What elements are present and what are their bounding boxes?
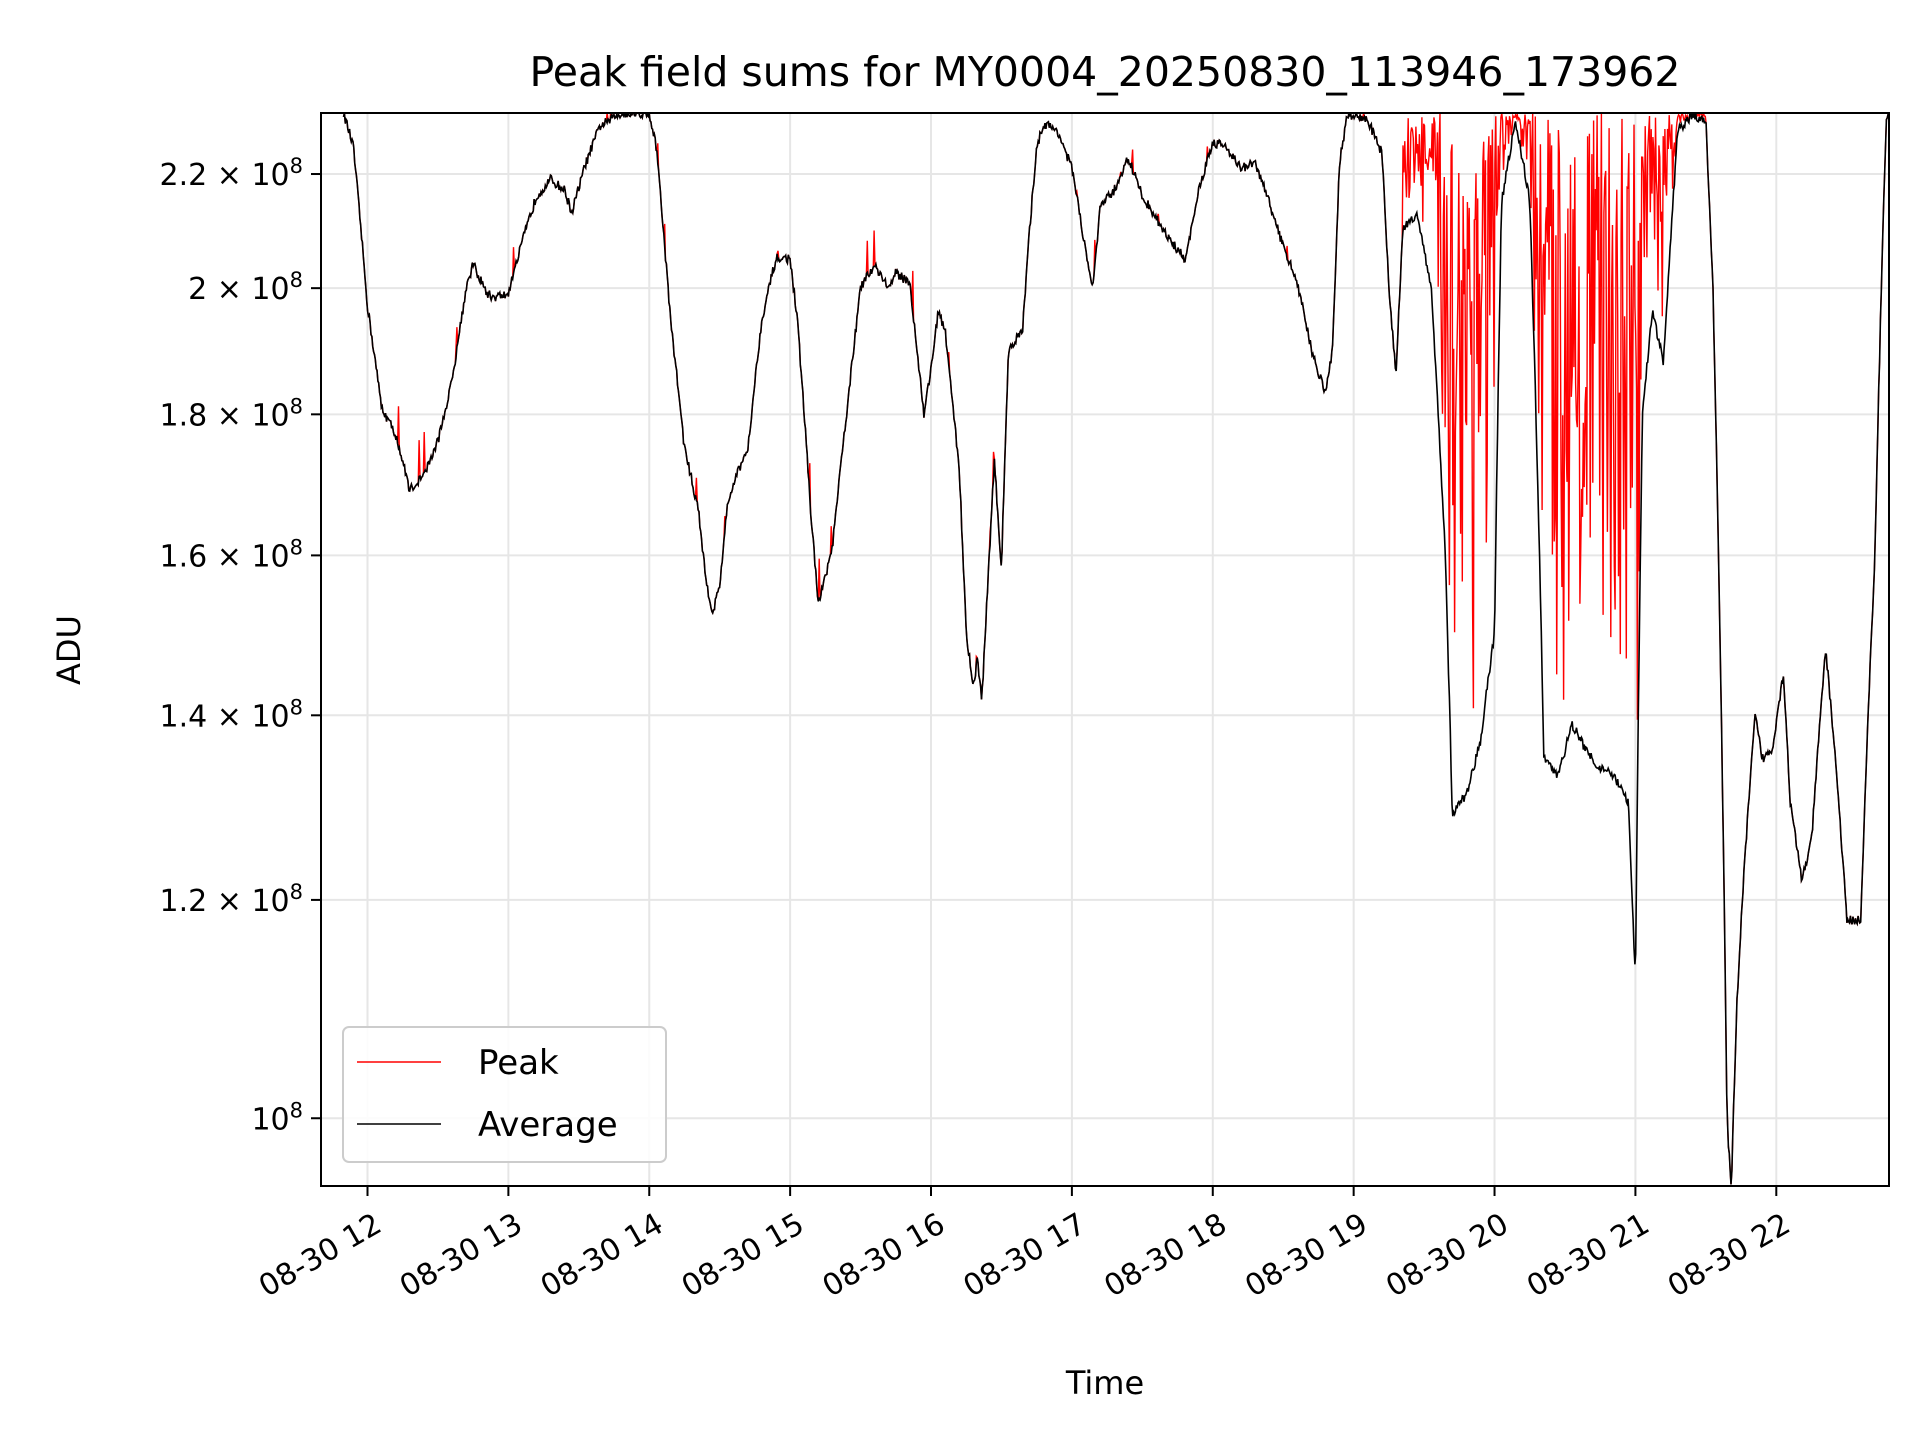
y-tick-label: 1.2 × 108 (160, 880, 303, 919)
y-tick-label: 2.2 × 108 (160, 154, 303, 193)
legend-box (342, 1026, 667, 1163)
y-tick-label: 1.4 × 108 (160, 695, 303, 734)
chart-title: Peak field sums for MY0004_20250830_1139… (530, 48, 1681, 96)
legend-average-label: Average (478, 1105, 618, 1145)
y-axis-label: ADU (50, 615, 88, 685)
y-tick-label: 1.8 × 108 (160, 394, 303, 433)
legend-peak-label: Peak (478, 1043, 559, 1083)
x-axis-label: Time (1065, 1364, 1144, 1402)
y-tick-label: 2 × 108 (188, 268, 303, 307)
series-average-line (342, 113, 1889, 1185)
legend: Peak Average (342, 1026, 667, 1163)
series-layer (342, 113, 1889, 1185)
y-tick-label: 1.6 × 108 (160, 535, 303, 574)
plot-frame (320, 112, 1890, 1187)
